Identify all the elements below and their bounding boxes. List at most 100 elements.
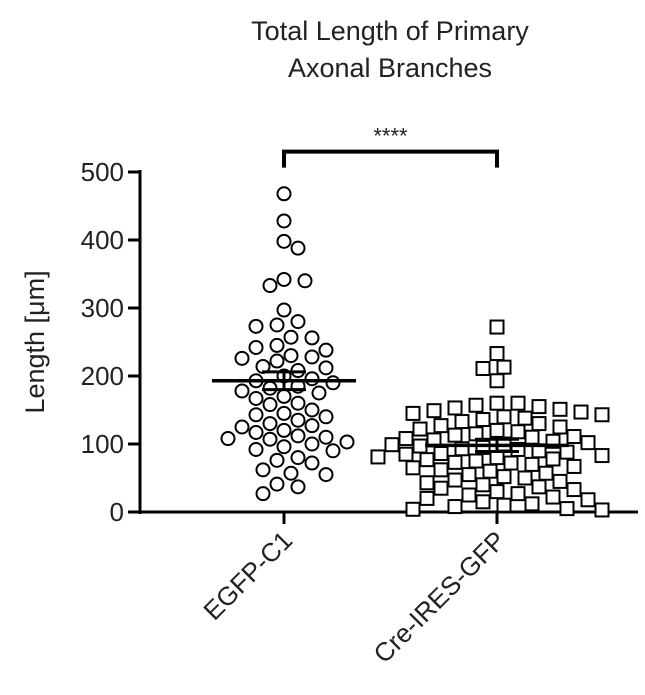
data-point-circle [248, 318, 264, 334]
y-tick-label: 400 [81, 225, 124, 255]
y-tick-label: 300 [81, 293, 124, 323]
data-point-circle [255, 486, 271, 502]
data-point-square [468, 397, 484, 413]
data-point-square [384, 437, 400, 453]
data-point-square [468, 453, 484, 469]
y-tick-label: 0 [110, 497, 124, 527]
data-point-square [531, 416, 547, 432]
data-point-circle [248, 441, 264, 457]
data-point-circle [234, 419, 250, 435]
data-point-circle [276, 233, 292, 249]
data-point-square [447, 400, 463, 416]
data-point-circle [255, 462, 271, 478]
data-point-circle [276, 439, 292, 455]
data-point-circle [262, 397, 278, 413]
data-point-circle [220, 431, 236, 447]
data-point-square [559, 444, 575, 460]
data-point-circle [290, 314, 306, 330]
x-tick-label: Cre-IRES-GFP [367, 525, 511, 669]
data-point-square [510, 424, 526, 440]
data-point-square [517, 470, 533, 486]
data-point-square [496, 469, 512, 485]
data-point-square [489, 346, 505, 362]
data-point-square [566, 429, 582, 445]
data-point-square [594, 502, 610, 518]
data-point-square [524, 456, 540, 472]
data-point-square [545, 451, 561, 467]
data-point-circle [325, 375, 341, 391]
data-point-square [419, 452, 435, 468]
data-point-square [475, 361, 491, 377]
data-point-circle [318, 467, 334, 483]
data-point-square [405, 501, 421, 517]
data-point-circle [276, 271, 292, 287]
data-point-square [566, 458, 582, 474]
data-point-square [524, 496, 540, 512]
data-point-circle [248, 424, 264, 440]
data-point-square [496, 359, 512, 375]
data-point-circle [304, 455, 320, 471]
data-point-circle [304, 330, 320, 346]
data-point-circle [262, 416, 278, 432]
data-point-circle [262, 431, 278, 447]
data-point-circle [318, 429, 334, 445]
data-point-square [433, 462, 449, 478]
data-point-square [433, 480, 449, 496]
data-point-square [545, 489, 561, 505]
significance-stars: **** [373, 124, 408, 149]
data-point-square [503, 455, 519, 471]
data-point-square [447, 472, 463, 488]
data-point-square [461, 487, 477, 503]
data-point-square [475, 412, 491, 428]
data-point-square [447, 454, 463, 470]
data-point-circle [276, 388, 292, 404]
data-point-circle [283, 465, 299, 481]
data-point-circle [325, 443, 341, 459]
data-point-square [447, 427, 463, 443]
data-point-circle [304, 418, 320, 434]
significance-bracket [282, 149, 499, 168]
data-point-square [496, 409, 512, 425]
data-point-square [433, 418, 449, 434]
data-point-circle [318, 342, 334, 358]
chart-title-line-1: Total Length of Primary [251, 16, 529, 46]
data-point-circle [290, 240, 306, 256]
y-tick-label: 200 [81, 361, 124, 391]
data-point-circle [304, 371, 320, 387]
data-point-square [531, 399, 547, 415]
data-point-square [426, 403, 442, 419]
data-point-circle [318, 360, 334, 376]
data-point-square [566, 482, 582, 498]
data-point-circle [276, 186, 292, 202]
significance-annotation: **** [282, 124, 499, 168]
data-point-circle [269, 337, 285, 353]
data-point-square [552, 419, 568, 435]
data-point-square [524, 429, 540, 445]
data-point-square [517, 410, 533, 426]
data-point-circle [248, 390, 264, 406]
data-point-circle [304, 349, 320, 365]
data-point-square [496, 497, 512, 513]
data-marks [220, 186, 610, 518]
data-point-square [412, 438, 428, 454]
data-point-circle [290, 428, 306, 444]
data-point-circle [276, 302, 292, 318]
data-point-square [489, 484, 505, 500]
data-point-square [489, 319, 505, 335]
data-point-square [573, 404, 589, 420]
data-point-square [594, 448, 610, 464]
data-point-square [559, 501, 575, 517]
data-point-square [482, 463, 498, 479]
data-point-circle [318, 409, 334, 425]
data-point-square [419, 475, 435, 491]
data-point-square [398, 431, 414, 447]
data-point-square [552, 473, 568, 489]
data-point-square [489, 422, 505, 438]
data-point-square [489, 373, 505, 389]
data-point-square [461, 467, 477, 483]
data-point-square [398, 446, 414, 462]
data-point-square [538, 465, 554, 481]
data-point-square [475, 477, 491, 493]
data-point-square [370, 449, 386, 465]
data-point-square [405, 405, 421, 421]
